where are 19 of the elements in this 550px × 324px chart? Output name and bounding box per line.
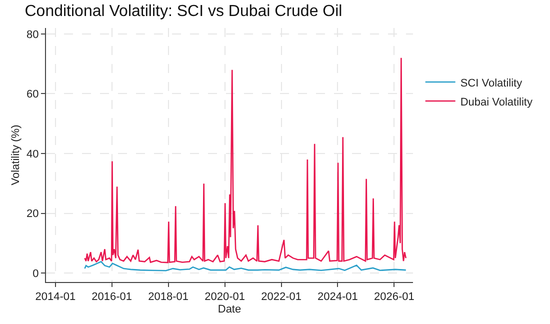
legend-label: Dubai Volatility [460, 96, 533, 108]
chart-title: Conditional Volatility: SCI vs Dubai Crude Oil [24, 3, 342, 20]
y-tick-label: 60 [26, 88, 39, 101]
x-tick-label: 2024-01 [318, 291, 358, 304]
line-series [84, 57, 407, 264]
x-axis-title: Date [218, 303, 242, 316]
x-tick-label: 2022-01 [261, 291, 302, 304]
x-tick-label: 2026-01 [374, 291, 414, 304]
x-tick-label: 2016-01 [92, 291, 132, 304]
legend-label: SCI Volatility [460, 77, 523, 90]
y-tick-label: 80 [26, 28, 39, 41]
y-tick-label: 40 [26, 148, 39, 160]
line-series [84, 261, 407, 272]
y-tick-label: 20 [26, 208, 39, 220]
x-tick-label: 2014-01 [35, 291, 76, 304]
x-tick-label: 2020-01 [204, 291, 245, 304]
y-axis-title: Volatility (%) [10, 124, 22, 186]
y-tick-label: 0 [32, 268, 39, 280]
x-tick-label: 2018-01 [148, 291, 189, 304]
